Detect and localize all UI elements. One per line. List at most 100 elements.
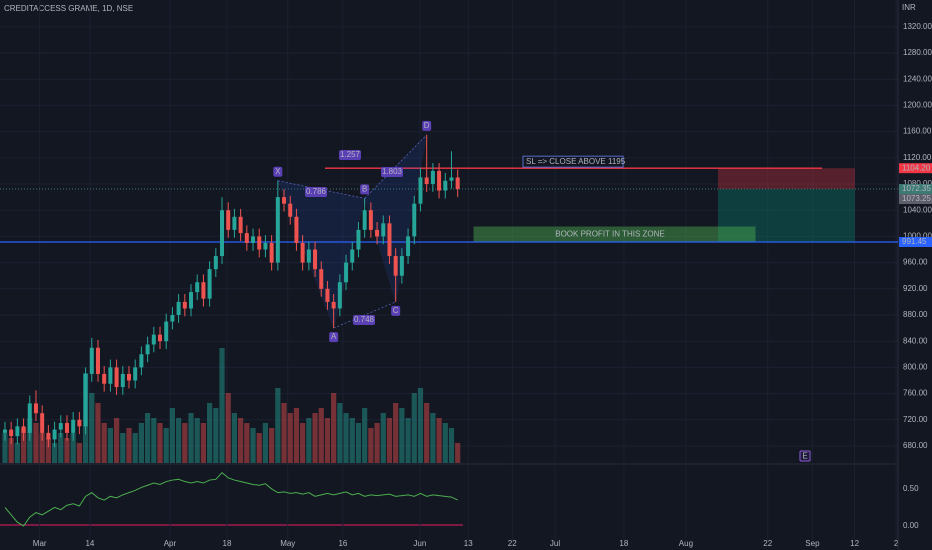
pattern-leg bbox=[364, 134, 427, 199]
volume-bar bbox=[256, 433, 262, 463]
candle-body bbox=[300, 242, 305, 263]
candle-body bbox=[275, 197, 280, 263]
chart-title: CREDITACCESS GRAME, 1D, NSE bbox=[4, 4, 133, 13]
candle-body bbox=[437, 170, 442, 191]
volume-bar bbox=[318, 408, 324, 463]
candle-body bbox=[449, 177, 454, 181]
volume-bar bbox=[386, 418, 393, 463]
candle-body bbox=[151, 334, 156, 345]
volume-bar bbox=[58, 433, 64, 463]
volume-bar bbox=[436, 418, 442, 463]
y-tick-label: 720.00 bbox=[903, 415, 928, 424]
volume-bar bbox=[14, 443, 20, 463]
volume-bar bbox=[70, 433, 76, 463]
candle-body bbox=[368, 210, 373, 230]
volume-bar bbox=[430, 413, 436, 463]
candle-body bbox=[145, 344, 150, 355]
volume-bar bbox=[76, 443, 82, 463]
candle-body bbox=[418, 177, 423, 204]
volume-bar bbox=[194, 418, 200, 463]
x-tick-label: 14 bbox=[85, 539, 94, 548]
volume-bar bbox=[182, 423, 188, 463]
x-tick-label: 13 bbox=[464, 539, 473, 548]
candle-body bbox=[189, 292, 194, 309]
ratio-box bbox=[353, 315, 375, 325]
volume-bar bbox=[39, 433, 45, 463]
candle-body bbox=[164, 321, 169, 342]
candle-body bbox=[207, 269, 212, 299]
volume-bar bbox=[163, 428, 169, 463]
volume-bar bbox=[306, 418, 312, 463]
volume-bar bbox=[33, 423, 39, 463]
y-tick-label: 760.00 bbox=[903, 389, 928, 398]
pattern-point-box bbox=[273, 166, 283, 177]
candle-body bbox=[176, 301, 181, 315]
volume-bar bbox=[219, 348, 225, 463]
candle-body bbox=[356, 229, 361, 250]
y-tick-label: 960.00 bbox=[903, 258, 928, 267]
y-tick-label: 1120.00 bbox=[903, 153, 932, 162]
stop-zone bbox=[718, 168, 855, 190]
volume-bar bbox=[120, 433, 126, 463]
candle-body bbox=[9, 429, 14, 437]
x-tick-label: 22 bbox=[763, 539, 772, 548]
pattern-point-box bbox=[391, 305, 401, 316]
volume-bar bbox=[169, 408, 176, 463]
y-tick-label: 920.00 bbox=[903, 284, 928, 293]
volume-bar bbox=[349, 418, 355, 463]
pattern-point-label: D bbox=[424, 121, 430, 130]
candle-body bbox=[46, 432, 51, 440]
candle-body bbox=[251, 236, 256, 243]
volume-bar bbox=[132, 433, 138, 463]
volume-bar bbox=[138, 423, 144, 463]
candle-body bbox=[213, 256, 218, 270]
pattern-point-box bbox=[422, 120, 432, 131]
candle-body bbox=[195, 282, 200, 293]
candle-body bbox=[108, 367, 113, 384]
candle-body bbox=[52, 429, 57, 440]
volume-bar bbox=[107, 428, 113, 463]
x-tick-label: 12 bbox=[850, 539, 859, 548]
candle-body bbox=[77, 419, 82, 427]
candle-body bbox=[406, 236, 411, 257]
volume-bar bbox=[2, 433, 8, 463]
candle-body bbox=[33, 403, 38, 414]
candle-body bbox=[412, 203, 417, 237]
sl-box bbox=[522, 155, 624, 168]
y-tick-label: 680.00 bbox=[903, 441, 928, 450]
candle-body bbox=[331, 301, 336, 309]
indicator-tick-label: 0.00 bbox=[903, 521, 919, 530]
volume-bar bbox=[312, 413, 318, 463]
candle-body bbox=[375, 229, 380, 237]
y-tick-label: 880.00 bbox=[903, 310, 928, 319]
volume-bar bbox=[225, 393, 231, 463]
x-tick-label: 18 bbox=[223, 539, 232, 548]
sl-text: SL => CLOSE ABOVE 1195 bbox=[526, 157, 626, 166]
volume-bar bbox=[293, 408, 300, 463]
candle-body bbox=[27, 403, 32, 433]
volume-bar bbox=[417, 388, 424, 463]
candle-body bbox=[319, 269, 324, 289]
price-label-box bbox=[899, 184, 932, 195]
candle-body bbox=[238, 216, 243, 234]
y-tick-label: 800.00 bbox=[903, 362, 928, 371]
candle-body bbox=[120, 373, 125, 388]
y-tick-label: 1080.00 bbox=[903, 179, 932, 188]
ratio-box bbox=[381, 167, 403, 177]
candle-body bbox=[71, 419, 76, 433]
candle-body bbox=[325, 288, 330, 302]
volume-bar bbox=[113, 418, 120, 463]
target-text: BOOK PROFIT IN THIS ZONE bbox=[555, 230, 665, 239]
volume-bar bbox=[244, 423, 250, 463]
volume-bar bbox=[281, 403, 287, 463]
volume-bar bbox=[269, 428, 275, 463]
candle-body bbox=[182, 301, 187, 309]
candle-body bbox=[288, 203, 293, 217]
volume-bar bbox=[157, 423, 163, 463]
volume-bar bbox=[393, 403, 399, 463]
candle-body bbox=[158, 334, 163, 342]
volume-bar bbox=[8, 438, 14, 463]
candle-body bbox=[455, 177, 460, 190]
volume-bar bbox=[262, 423, 269, 463]
